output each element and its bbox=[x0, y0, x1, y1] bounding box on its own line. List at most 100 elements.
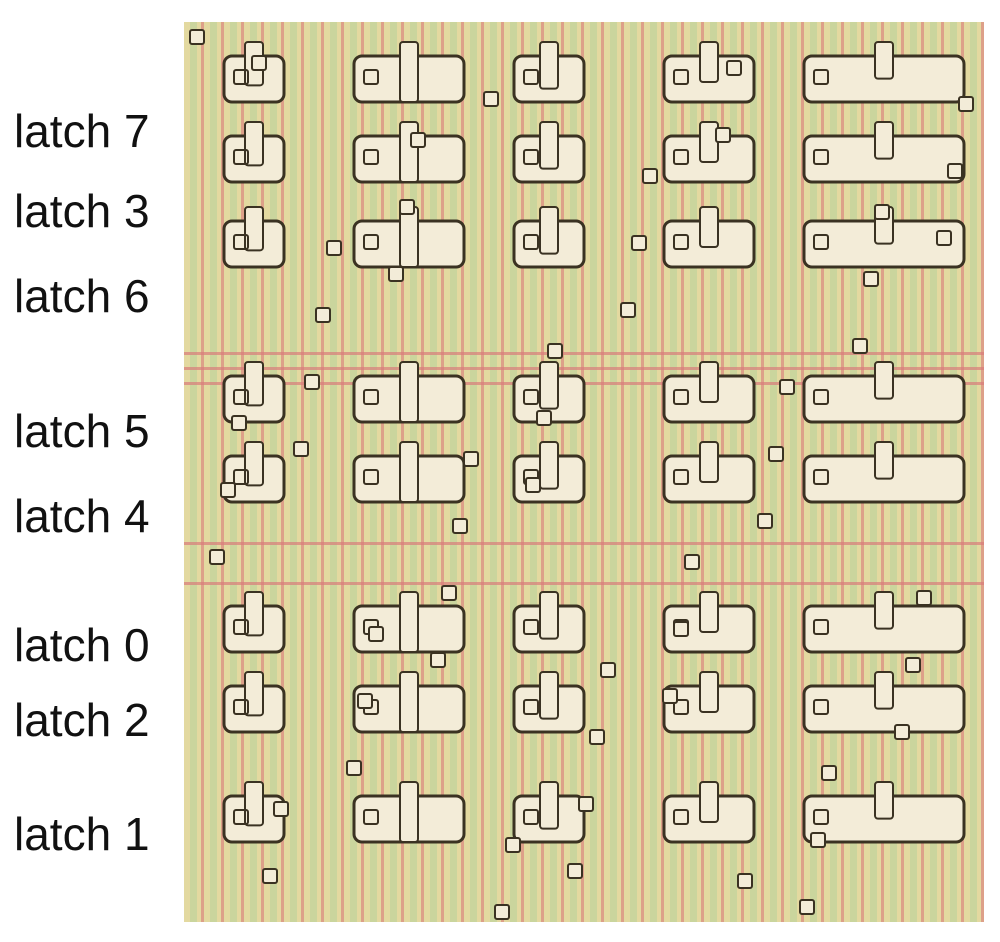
diffusion-stripe bbox=[630, 22, 637, 922]
contact-via bbox=[662, 688, 678, 704]
contact-via bbox=[726, 60, 742, 76]
contact-via bbox=[273, 801, 289, 817]
latch-7-label: latch 7 bbox=[14, 105, 150, 157]
latch-4-label: latch 4 bbox=[14, 490, 150, 542]
metal-stub bbox=[539, 206, 559, 255]
diffusion-stripe bbox=[650, 22, 657, 922]
contact-via bbox=[673, 699, 689, 715]
contact-via bbox=[233, 469, 249, 485]
metal-stub bbox=[399, 41, 419, 103]
contact-via bbox=[589, 729, 605, 745]
contact-via bbox=[536, 410, 552, 426]
contact-via bbox=[799, 899, 815, 915]
contact-via bbox=[363, 234, 379, 250]
contact-via bbox=[642, 168, 658, 184]
contact-via bbox=[810, 832, 826, 848]
contact-via bbox=[715, 127, 731, 143]
contact-via bbox=[673, 621, 689, 637]
poly-bus bbox=[184, 582, 984, 585]
contact-via bbox=[567, 863, 583, 879]
poly-bus bbox=[184, 367, 984, 370]
contact-via bbox=[947, 163, 963, 179]
contact-via bbox=[441, 585, 457, 601]
poly-line bbox=[601, 22, 604, 922]
contact-via bbox=[233, 809, 249, 825]
contact-via bbox=[262, 868, 278, 884]
contact-via bbox=[315, 307, 331, 323]
contact-via bbox=[233, 699, 249, 715]
poly-bus bbox=[184, 542, 984, 545]
contact-via bbox=[304, 374, 320, 390]
latch-2-label: latch 2 bbox=[14, 694, 150, 746]
contact-via bbox=[813, 389, 829, 405]
metal-stub bbox=[539, 671, 559, 720]
die-layout-drawing bbox=[184, 22, 984, 922]
poly-line bbox=[481, 22, 484, 922]
contact-via bbox=[523, 389, 539, 405]
contact-via bbox=[388, 266, 404, 282]
contact-via bbox=[905, 657, 921, 673]
metal-stub bbox=[399, 671, 419, 733]
contact-via bbox=[494, 904, 510, 920]
contact-via bbox=[363, 69, 379, 85]
contact-via bbox=[233, 619, 249, 635]
contact-via bbox=[684, 554, 700, 570]
metal-stub bbox=[874, 41, 894, 80]
contact-via bbox=[525, 477, 541, 493]
contact-via bbox=[523, 234, 539, 250]
contact-via bbox=[813, 234, 829, 250]
metal-stub bbox=[699, 41, 719, 83]
poly-line bbox=[981, 22, 984, 922]
contact-via bbox=[958, 96, 974, 112]
contact-via bbox=[399, 199, 415, 215]
poly-line bbox=[321, 22, 324, 922]
metal-stub bbox=[244, 441, 264, 487]
contact-via bbox=[578, 796, 594, 812]
contact-via bbox=[326, 240, 342, 256]
contact-via bbox=[363, 389, 379, 405]
contact-via bbox=[233, 389, 249, 405]
metal-stub bbox=[874, 361, 894, 400]
diffusion-stripe bbox=[310, 22, 317, 922]
contact-via bbox=[505, 837, 521, 853]
metal-stub bbox=[699, 121, 719, 163]
poly-line bbox=[201, 22, 204, 922]
poly-bus bbox=[184, 352, 984, 355]
contact-via bbox=[368, 626, 384, 642]
metal-stub bbox=[244, 206, 264, 252]
metal-stub bbox=[399, 591, 419, 653]
contact-via bbox=[251, 55, 267, 71]
contact-via bbox=[363, 149, 379, 165]
contact-via bbox=[894, 724, 910, 740]
metal-stub bbox=[399, 441, 419, 503]
contact-via bbox=[936, 230, 952, 246]
metal-stub bbox=[539, 441, 559, 490]
latch-3-label: latch 3 bbox=[14, 185, 150, 237]
contact-via bbox=[233, 234, 249, 250]
contact-via bbox=[463, 451, 479, 467]
contact-via bbox=[813, 699, 829, 715]
poly-line bbox=[301, 22, 304, 922]
chip-die-photo bbox=[184, 22, 984, 922]
metal-stub bbox=[399, 206, 419, 268]
metal-stub bbox=[399, 781, 419, 843]
metal-stub bbox=[874, 441, 894, 480]
metal-stub bbox=[874, 121, 894, 160]
contact-via bbox=[483, 91, 499, 107]
diffusion-stripe bbox=[610, 22, 617, 922]
contact-via bbox=[821, 765, 837, 781]
diffusion-stripe bbox=[770, 22, 777, 922]
contact-via bbox=[547, 343, 563, 359]
contact-via bbox=[813, 809, 829, 825]
contact-via bbox=[233, 149, 249, 165]
metal-layer bbox=[189, 29, 974, 920]
contact-via bbox=[523, 69, 539, 85]
metal-stub bbox=[699, 781, 719, 823]
metal-stub bbox=[399, 361, 419, 423]
contact-via bbox=[779, 379, 795, 395]
contact-via bbox=[863, 271, 879, 287]
diffusion-stripe bbox=[590, 22, 597, 922]
contact-via bbox=[813, 469, 829, 485]
poly-line bbox=[621, 22, 624, 922]
diffusion-stripe bbox=[790, 22, 797, 922]
